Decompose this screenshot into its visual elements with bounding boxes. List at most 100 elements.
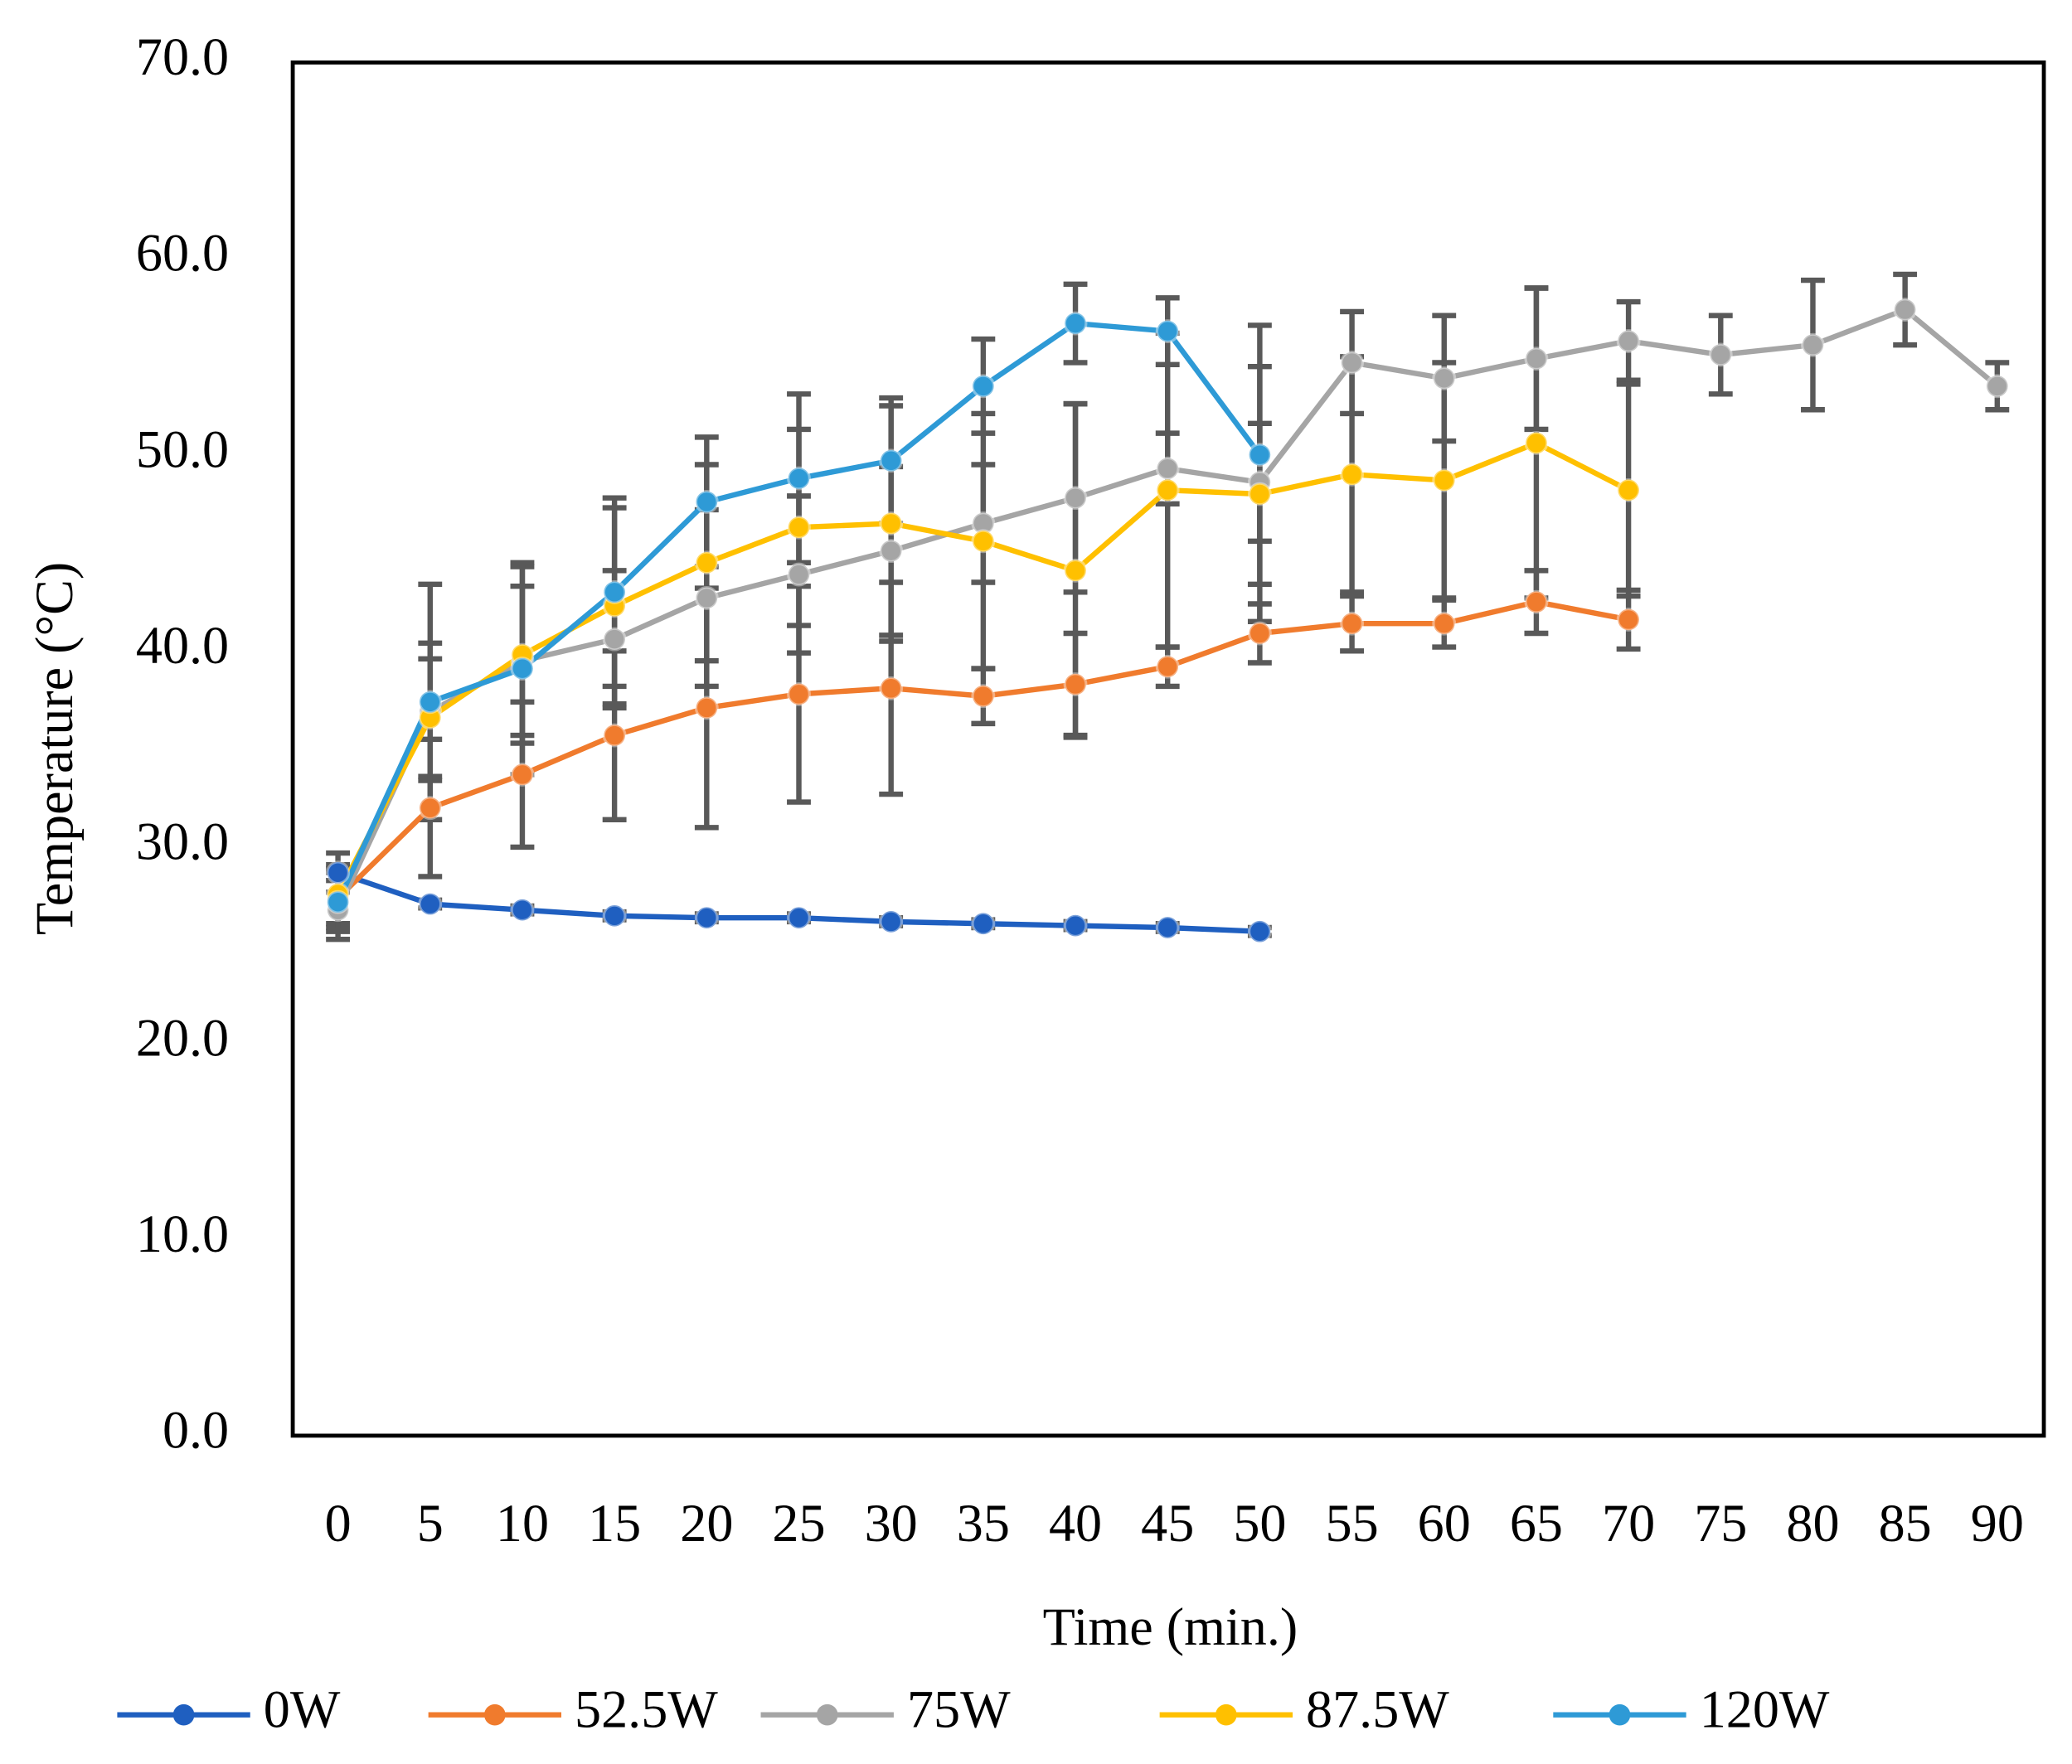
legend-label: 0W (264, 1679, 341, 1738)
point (510, 762, 535, 787)
point (879, 676, 904, 700)
point (510, 657, 535, 681)
point (694, 550, 719, 575)
x-tick-label: 15 (588, 1494, 641, 1553)
legend-marker (1609, 1703, 1631, 1726)
point (602, 904, 627, 928)
point (1616, 608, 1641, 632)
point (1063, 311, 1088, 336)
y-tick-label: 20.0 (136, 1008, 229, 1067)
point (787, 905, 811, 930)
x-tick-label: 5 (417, 1494, 444, 1553)
x-tick-label: 55 (1326, 1494, 1379, 1553)
x-tick-label: 20 (680, 1494, 733, 1553)
x-tick-label: 50 (1233, 1494, 1286, 1553)
legend-label: 75W (907, 1679, 1011, 1738)
point (787, 515, 811, 540)
x-tick-label: 80 (1786, 1494, 1839, 1553)
point (602, 723, 627, 748)
x-tick-label: 0 (325, 1494, 352, 1553)
point (694, 905, 719, 930)
point (1340, 351, 1365, 375)
point (1155, 915, 1180, 940)
point (1155, 456, 1180, 481)
point (1340, 462, 1365, 487)
point (1893, 298, 1918, 322)
legend-marker (1215, 1703, 1237, 1726)
point (1155, 654, 1180, 679)
point (1524, 346, 1549, 371)
y-tick-label: 50.0 (136, 419, 229, 478)
point (1063, 914, 1088, 938)
x-tick-label: 25 (772, 1494, 825, 1553)
point (879, 448, 904, 473)
point (1155, 477, 1180, 502)
point (1247, 621, 1272, 646)
point (418, 892, 443, 917)
error-bars (326, 271, 2010, 943)
plot-frame (290, 60, 2046, 1438)
point (326, 889, 351, 914)
point (1340, 611, 1365, 636)
point (1247, 482, 1272, 506)
point (1616, 477, 1641, 502)
x-tick-label: 45 (1141, 1494, 1194, 1553)
point (1801, 332, 1825, 357)
point (1708, 342, 1733, 367)
point (1155, 319, 1180, 344)
x-tick-label: 65 (1510, 1494, 1563, 1553)
point (1616, 328, 1641, 353)
point (971, 911, 996, 936)
point (694, 695, 719, 720)
point (971, 374, 996, 399)
x-tick-label: 60 (1418, 1494, 1471, 1553)
x-tick-label: 40 (1049, 1494, 1102, 1553)
y-tick-label: 0.0 (163, 1401, 229, 1460)
point (879, 909, 904, 934)
point (418, 690, 443, 715)
y-tick-label: 40.0 (136, 616, 229, 675)
y-axis-label: Temperature (°C) (25, 562, 84, 935)
point (879, 539, 904, 564)
point (694, 585, 719, 610)
point (326, 860, 351, 885)
point (1063, 558, 1088, 583)
x-tick-label: 90 (1971, 1494, 2024, 1553)
point (971, 684, 996, 709)
x-tick-label: 30 (865, 1494, 918, 1553)
point (879, 511, 904, 536)
point (1985, 374, 2010, 399)
point (1524, 589, 1549, 614)
point (1432, 468, 1457, 492)
point (1432, 366, 1457, 390)
x-tick-label: 85 (1879, 1494, 1932, 1553)
point (1247, 919, 1272, 944)
legend-label: 87.5W (1306, 1679, 1449, 1738)
point (787, 562, 811, 587)
x-tick-label: 35 (957, 1494, 1010, 1553)
y-tick-label: 60.0 (136, 224, 229, 283)
point (1524, 431, 1549, 455)
point (787, 466, 811, 491)
legend-label: 52.5W (575, 1679, 718, 1738)
point (1247, 443, 1272, 468)
y-tick-label: 10.0 (136, 1204, 229, 1263)
point (510, 898, 535, 923)
point (602, 579, 627, 604)
y-tick-label: 70.0 (136, 27, 229, 86)
point (1063, 672, 1088, 696)
y-tick-label: 30.0 (136, 812, 229, 871)
point (971, 529, 996, 554)
legend-marker (172, 1703, 195, 1726)
point (1432, 611, 1457, 636)
legend-marker (483, 1703, 506, 1726)
x-tick-label: 10 (496, 1494, 549, 1553)
point (418, 796, 443, 821)
point (602, 627, 627, 652)
legend-marker (816, 1703, 838, 1726)
legend-label: 120W (1700, 1679, 1830, 1738)
point (787, 681, 811, 706)
x-tick-label: 75 (1694, 1494, 1747, 1553)
point (1063, 486, 1088, 511)
